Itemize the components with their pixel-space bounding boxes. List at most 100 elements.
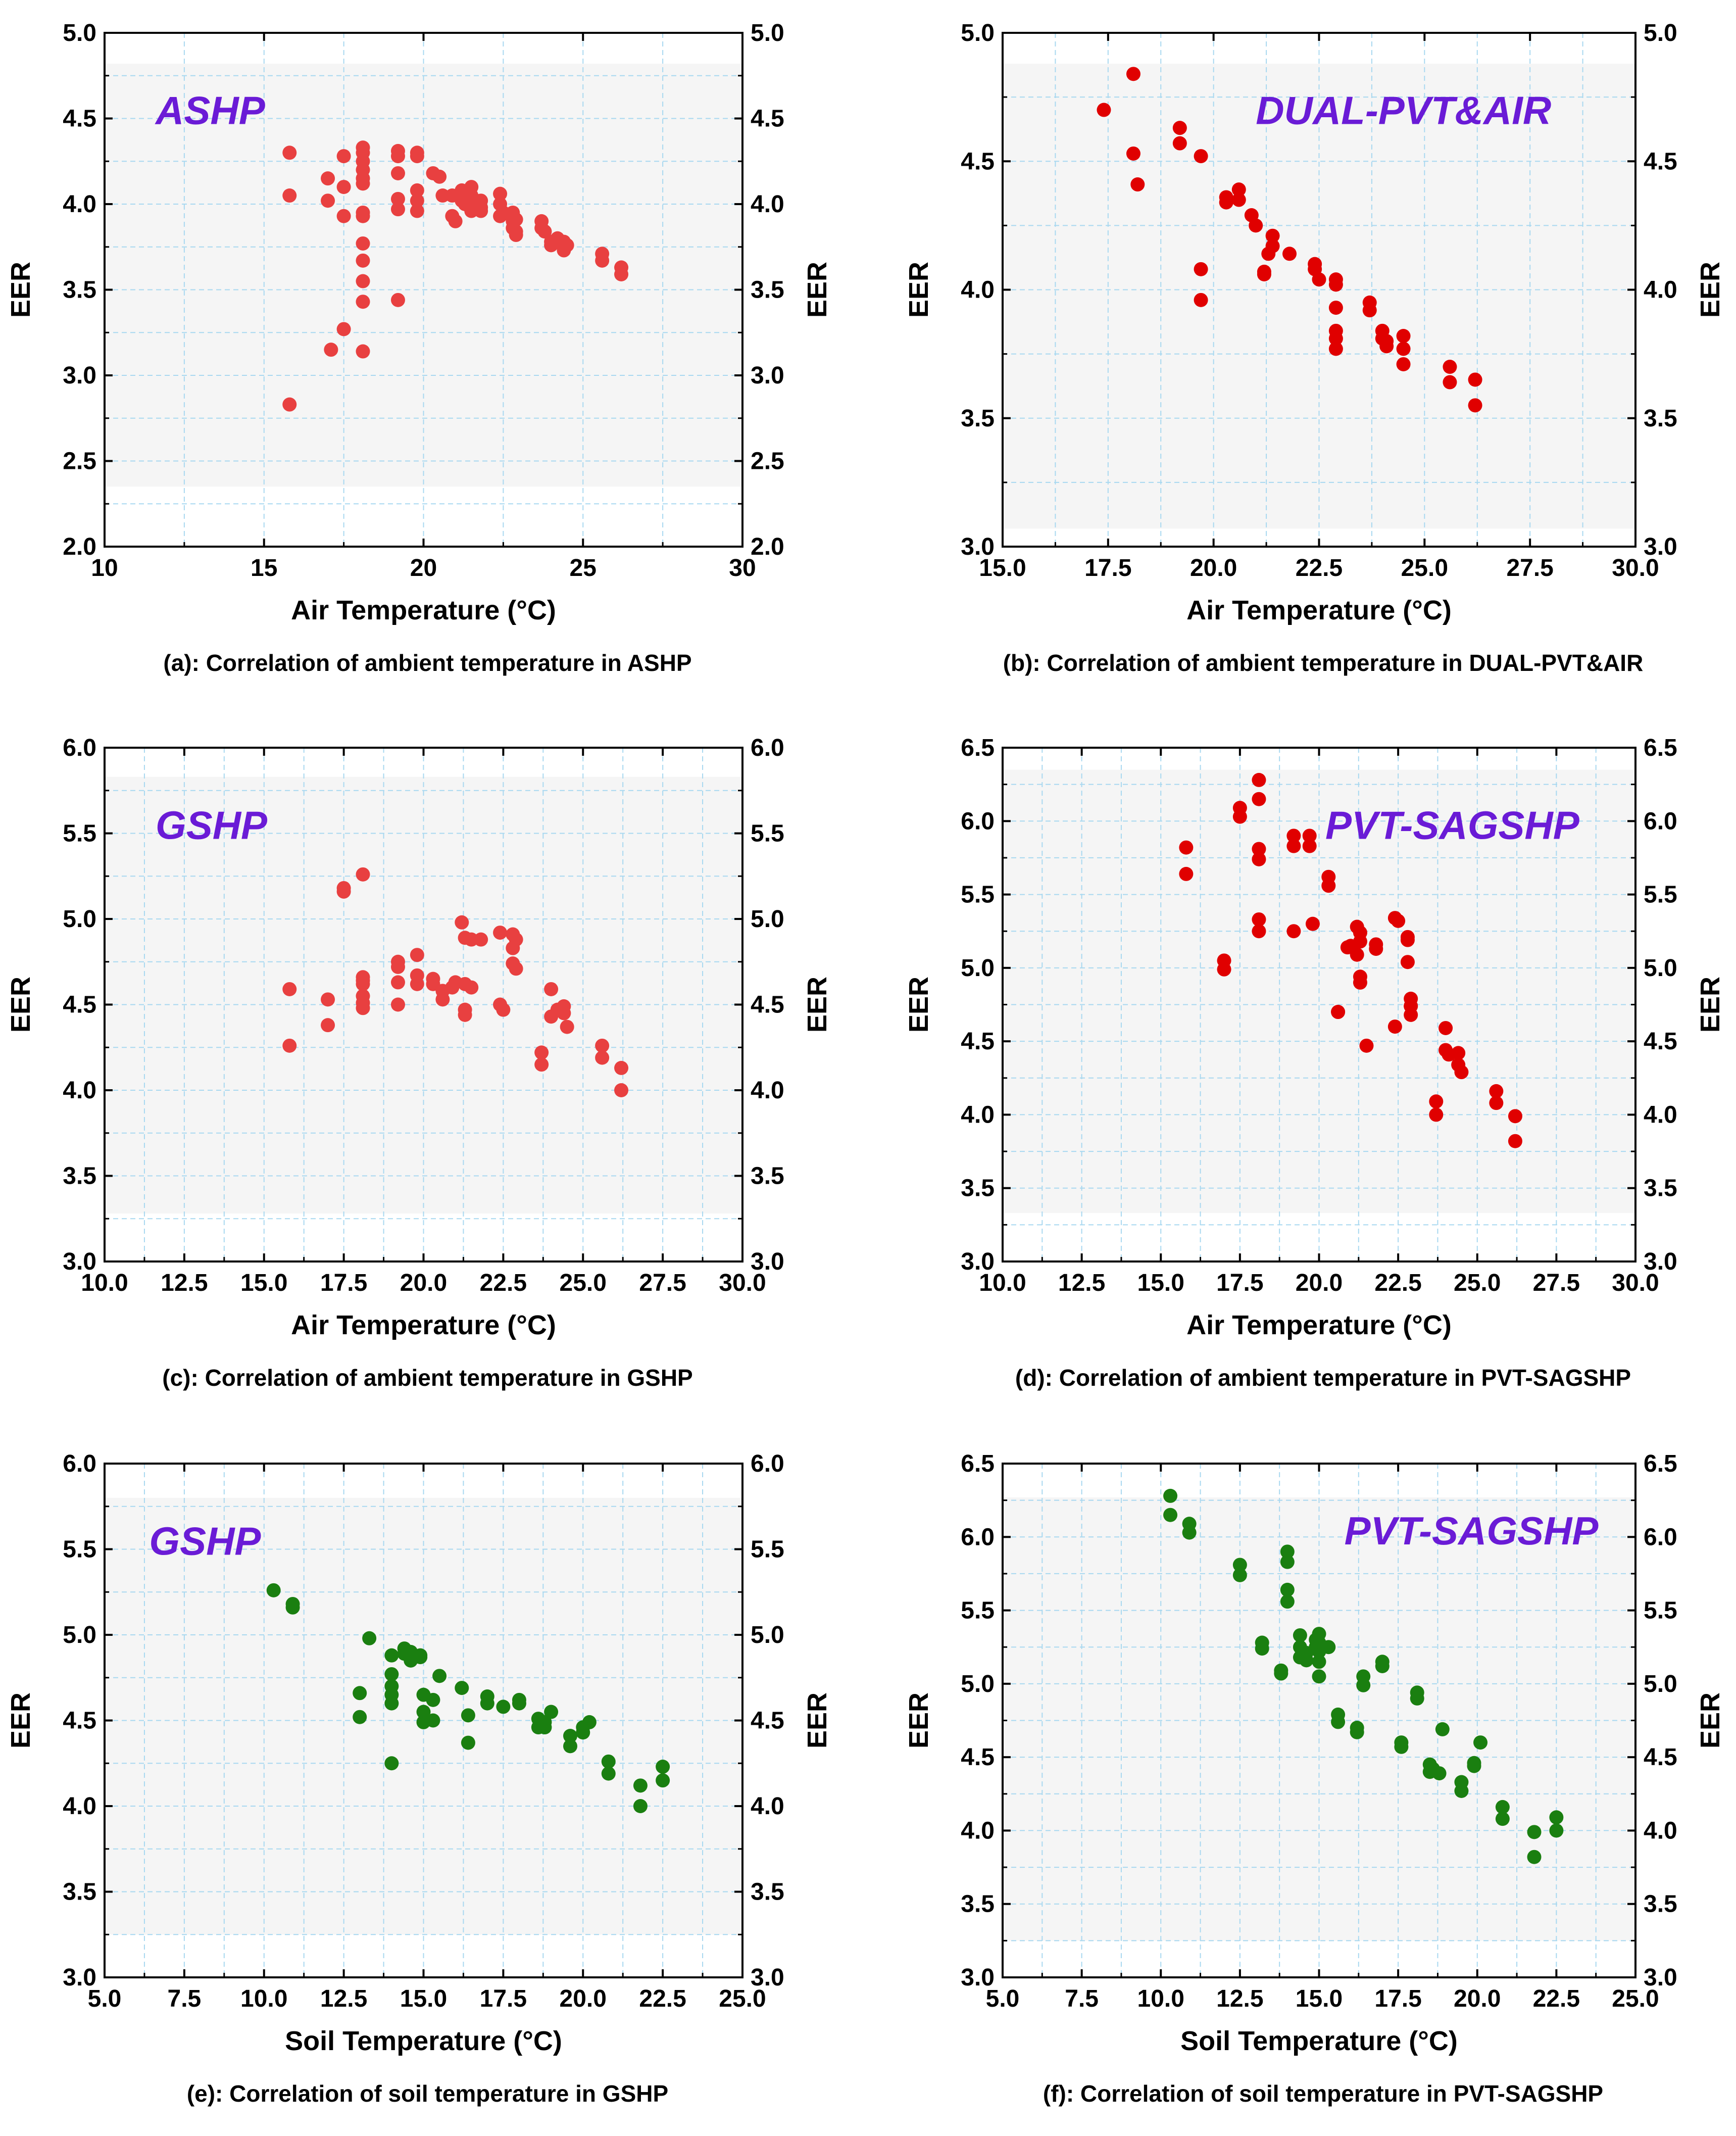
- x-tick-label: 15: [251, 555, 277, 581]
- data-point: [1231, 182, 1246, 197]
- data-point: [1495, 1812, 1510, 1826]
- y-tick-label: 5.0: [961, 955, 995, 982]
- data-point: [1404, 999, 1418, 1013]
- data-point: [461, 1708, 475, 1723]
- y-tick-label-right: 3.5: [751, 1163, 784, 1190]
- data-point: [390, 166, 405, 180]
- data-point: [461, 1735, 475, 1750]
- data-point: [1387, 1020, 1402, 1034]
- data-point: [1468, 398, 1482, 413]
- data-point: [282, 397, 297, 412]
- y-tick-label-right: 4.0: [1644, 277, 1677, 304]
- data-point: [390, 293, 405, 307]
- data-point: [390, 191, 405, 206]
- data-point: [480, 1696, 494, 1711]
- panel-caption: (c): Correlation of ambient temperature …: [162, 1365, 692, 1391]
- data-point: [390, 975, 405, 990]
- data-point: [1255, 1641, 1269, 1656]
- y-tick-label-right: 3.0: [1644, 1964, 1677, 1991]
- data-point: [390, 202, 405, 217]
- data-point: [336, 209, 351, 223]
- data-point: [1312, 1655, 1326, 1669]
- data-point: [285, 1600, 300, 1615]
- y-tick-label: 3.5: [63, 1879, 96, 1906]
- data-point: [1328, 277, 1343, 292]
- data-point: [1194, 149, 1208, 164]
- data-point: [595, 1050, 610, 1065]
- data-point: [1400, 930, 1415, 944]
- plot-band: [1003, 1497, 1635, 1941]
- data-point: [356, 295, 370, 309]
- x-tick-label: 10: [91, 555, 118, 581]
- data-point: [1410, 1691, 1424, 1706]
- x-tick-label: 17.5: [1216, 1270, 1263, 1296]
- panel-label: GSHP: [149, 1519, 261, 1564]
- y-axis-title-right: EER: [802, 262, 832, 318]
- y-tick-label: 3.0: [961, 1964, 995, 1991]
- data-point: [1396, 342, 1411, 356]
- data-point: [595, 1038, 610, 1053]
- panel-label: ASHP: [155, 88, 266, 133]
- data-point: [321, 992, 335, 1007]
- y-tick-label-right: 6.0: [751, 735, 784, 761]
- x-tick-label: 25.0: [1612, 1985, 1659, 2012]
- chart-panel-d: 10.0 12.5 15.0 17.5 20.0 22.5 25.0 27.5 30.03.0 3…: [904, 735, 1725, 1391]
- data-point: [1331, 1715, 1346, 1729]
- data-point: [1549, 1823, 1564, 1838]
- data-point: [1328, 301, 1343, 315]
- data-point: [282, 1038, 297, 1053]
- x-tick-label: 15.0: [1296, 1985, 1343, 2012]
- data-point: [390, 959, 405, 974]
- x-tick-label: 30.0: [1612, 1270, 1659, 1296]
- x-tick-label: 10.0: [979, 1270, 1026, 1296]
- x-tick-label: 30.0: [1612, 555, 1659, 581]
- x-tick-label: 17.5: [480, 1985, 527, 2012]
- data-point: [509, 228, 523, 242]
- data-point: [416, 1705, 431, 1719]
- y-tick-label-right: 6.5: [1644, 1450, 1677, 1477]
- data-point: [1353, 975, 1367, 990]
- y-tick-label-right: 5.5: [751, 1536, 784, 1563]
- chart-panel-b: 15.0 17.5 20.0 22.5 25.0 27.5 30.03.0 3.03.5 3.5…: [904, 20, 1725, 676]
- data-point: [1265, 228, 1280, 243]
- y-tick-label-right: 5.5: [1644, 1597, 1677, 1624]
- data-point: [1252, 792, 1266, 806]
- data-point: [1282, 247, 1297, 261]
- data-point: [1396, 329, 1411, 344]
- y-tick-label: 4.0: [961, 1817, 995, 1844]
- x-tick-label: 7.5: [168, 1985, 202, 2012]
- y-tick-label: 4.5: [961, 148, 995, 175]
- y-tick-label: 3.0: [63, 1248, 96, 1275]
- x-tick-label: 17.5: [1374, 1985, 1421, 2012]
- y-tick-label: 3.5: [961, 1175, 995, 1202]
- x-axis-title: Soil Temperature (°C): [1180, 2026, 1458, 2056]
- y-axis-title: EER: [6, 977, 36, 1033]
- y-tick-label-right: 4.0: [751, 191, 784, 218]
- y-tick-label: 4.0: [961, 1101, 995, 1128]
- data-point: [493, 926, 508, 940]
- y-tick-label: 5.5: [961, 882, 995, 908]
- data-point: [1172, 136, 1187, 151]
- y-tick-label: 6.5: [961, 735, 995, 761]
- data-point: [1126, 146, 1140, 161]
- y-tick-label-right: 2.5: [751, 448, 784, 475]
- data-point: [656, 1773, 670, 1788]
- panel-caption: (b): Correlation of ambient temperature …: [1003, 650, 1644, 676]
- data-point: [1280, 1544, 1295, 1559]
- y-tick-label: 4.0: [63, 1077, 96, 1104]
- y-tick-label: 6.0: [961, 808, 995, 835]
- data-point: [493, 186, 508, 201]
- x-tick-label: 20.0: [1454, 1985, 1501, 2012]
- x-tick-label: 27.5: [1533, 1270, 1580, 1296]
- y-tick-label: 4.0: [961, 277, 995, 304]
- data-point: [1489, 1084, 1504, 1098]
- y-tick-label-right: 5.0: [1644, 20, 1677, 46]
- data-point: [413, 1650, 428, 1665]
- y-tick-label-right: 4.5: [751, 106, 784, 132]
- data-point: [1302, 839, 1317, 853]
- data-point: [1252, 842, 1266, 856]
- y-axis-title-right: EER: [1695, 1692, 1725, 1749]
- data-point: [1182, 1525, 1197, 1540]
- data-point: [321, 171, 335, 186]
- x-tick-label: 27.5: [639, 1270, 686, 1296]
